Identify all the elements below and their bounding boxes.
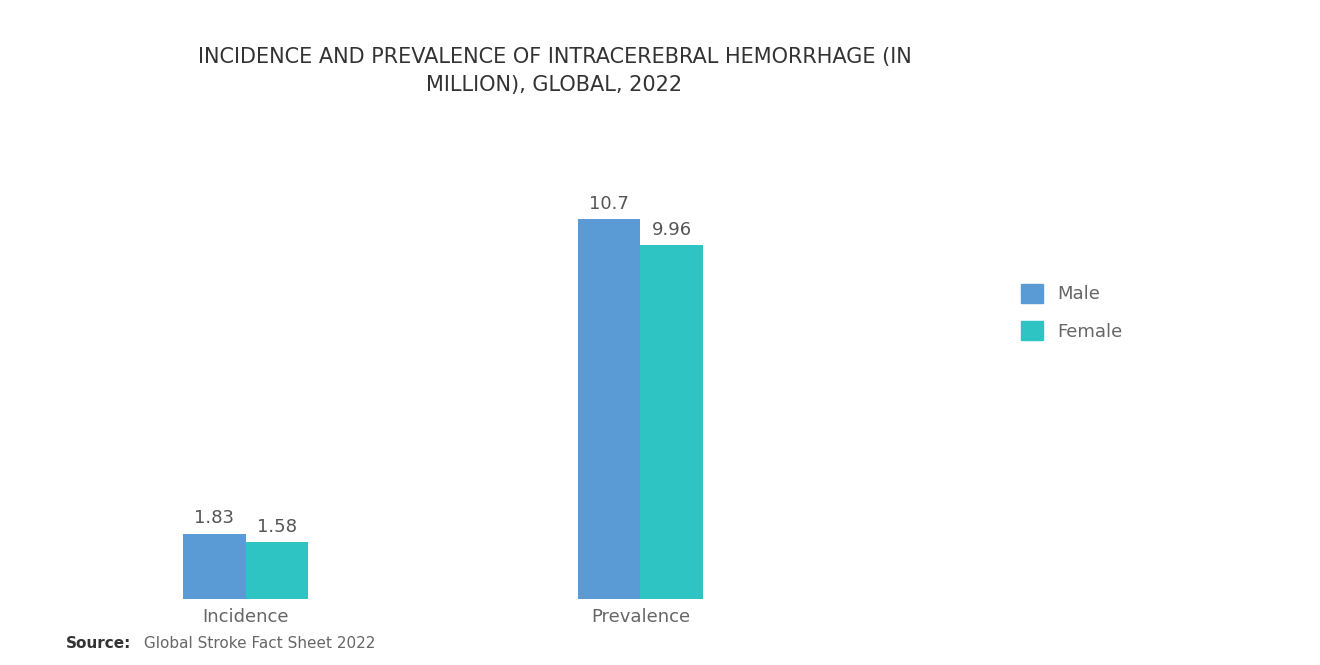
Bar [640,245,704,598]
Text: 1.58: 1.58 [257,518,297,536]
Text: INCIDENCE AND PREVALENCE OF INTRACEREBRAL HEMORRHAGE (IN
MILLION), GLOBAL, 2022: INCIDENCE AND PREVALENCE OF INTRACEREBRA… [198,47,911,94]
Bar [182,533,246,598]
Text: Source:: Source: [66,636,132,652]
Bar [246,543,309,598]
Legend: Male, Female: Male, Female [1012,275,1131,350]
Text: 10.7: 10.7 [589,195,630,213]
Text: 9.96: 9.96 [652,221,692,239]
Text: Global Stroke Fact Sheet 2022: Global Stroke Fact Sheet 2022 [139,636,375,652]
Text: 1.83: 1.83 [194,509,234,527]
Bar [578,219,640,598]
